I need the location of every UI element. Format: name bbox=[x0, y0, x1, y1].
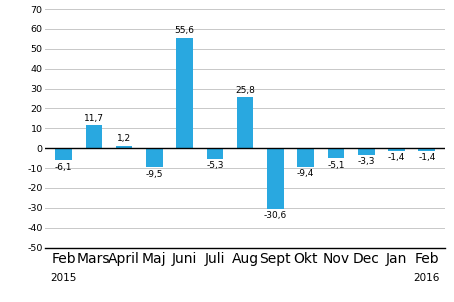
Bar bbox=[388, 148, 405, 151]
Bar bbox=[176, 38, 193, 148]
Text: 2016: 2016 bbox=[414, 273, 440, 283]
Bar bbox=[297, 148, 314, 167]
Text: -1,4: -1,4 bbox=[388, 153, 405, 162]
Text: -1,4: -1,4 bbox=[418, 153, 435, 162]
Text: -30,6: -30,6 bbox=[264, 211, 287, 220]
Text: 55,6: 55,6 bbox=[175, 26, 195, 35]
Bar bbox=[85, 125, 102, 148]
Bar bbox=[358, 148, 375, 155]
Text: 1,2: 1,2 bbox=[117, 134, 131, 143]
Text: 2015: 2015 bbox=[50, 273, 77, 283]
Text: 11,7: 11,7 bbox=[84, 114, 104, 123]
Text: -5,1: -5,1 bbox=[327, 161, 345, 170]
Bar bbox=[116, 146, 133, 148]
Text: -9,4: -9,4 bbox=[297, 169, 314, 178]
Bar bbox=[146, 148, 163, 167]
Text: -3,3: -3,3 bbox=[357, 157, 375, 166]
Bar bbox=[207, 148, 223, 159]
Text: 25,8: 25,8 bbox=[235, 85, 255, 95]
Text: -5,3: -5,3 bbox=[206, 161, 224, 170]
Bar bbox=[419, 148, 435, 151]
Bar bbox=[55, 148, 72, 160]
Bar bbox=[237, 97, 253, 148]
Bar bbox=[328, 148, 344, 158]
Text: -6,1: -6,1 bbox=[55, 163, 72, 172]
Text: -9,5: -9,5 bbox=[146, 169, 163, 178]
Bar bbox=[267, 148, 284, 209]
